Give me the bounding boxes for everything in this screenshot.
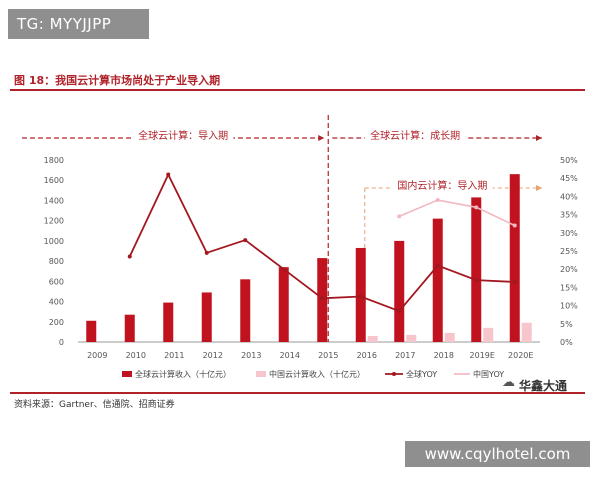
china-yoy-line-point [435, 198, 440, 203]
y-right-tick-label: 30% [560, 229, 578, 238]
global-yoy-line-point [512, 279, 517, 284]
legend-swatch-global-revenue [122, 371, 132, 377]
legend-label-global-yoy: 全球YOY [406, 369, 437, 379]
global-yoy-line-point [243, 238, 248, 243]
phase-label-global-intro-bg [132, 129, 234, 142]
china-revenue-bar [444, 332, 455, 342]
x-tick-label: 2017 [395, 351, 415, 360]
global-revenue-bar [240, 279, 251, 342]
y-left-tick-label: 600 [49, 277, 64, 286]
y-left-tick-label: 1800 [44, 156, 64, 165]
phase-label-global-intro: 全球云计算：导入期 [138, 129, 228, 142]
y-left-tick-label: 1200 [44, 217, 64, 226]
x-tick-label: 2011 [164, 351, 184, 360]
global-revenue-bar [432, 218, 443, 342]
global-yoy-line-point [474, 278, 479, 283]
phase-label-global-growth-bg [364, 129, 466, 142]
source-note: 资料来源：Gartner、信通院、招商证券 [14, 400, 175, 410]
x-tick-label: 2012 [203, 351, 223, 360]
china-yoy-line-point [397, 214, 402, 219]
global-revenue-bar [124, 314, 135, 342]
global-revenue-bar [471, 197, 482, 342]
y-right-tick-label: 35% [560, 211, 578, 220]
y-left-tick-label: 800 [49, 257, 64, 266]
x-tick-label: 2018 [434, 351, 454, 360]
china-yoy-line-point [474, 205, 479, 210]
site-watermark: www.cqylhotel.com [405, 441, 590, 467]
y-right-tick-label: 25% [560, 247, 578, 256]
phase-arrow-global-intro-head [318, 135, 325, 141]
global-revenue-bar [509, 174, 520, 342]
china-revenue-bar [521, 322, 532, 342]
x-tick-label: 2020E [508, 351, 533, 360]
x-tick-label: 2010 [126, 351, 146, 360]
x-tick-label: 2014 [280, 351, 300, 360]
legend-swatch-china-revenue [256, 371, 266, 377]
global-revenue-bar [394, 240, 405, 342]
phase-arrow-china-intro-head [536, 185, 542, 191]
y-left-tick-label: 400 [49, 298, 64, 307]
tg-handle-badge: TG: MYYJJPP [8, 9, 149, 39]
y-right-tick-label: 5% [560, 320, 573, 329]
global-yoy-line-point [127, 254, 132, 259]
x-tick-label: 2015 [318, 351, 338, 360]
wechat-icon: ☁ [502, 375, 515, 390]
y-left-tick-label: 1400 [44, 196, 64, 205]
global-yoy-line-point [358, 294, 363, 299]
china-yoy-line-point [512, 223, 517, 228]
global-yoy-line-point [435, 263, 440, 268]
title-rule [10, 89, 585, 91]
legend-swatch-global-yoy-point [392, 372, 396, 376]
china-revenue-bar [406, 334, 417, 342]
y-left-tick-label: 200 [49, 318, 64, 327]
global-yoy-line-point [320, 296, 325, 301]
y-left-tick-label: 1000 [44, 237, 64, 246]
y-right-tick-label: 10% [560, 302, 578, 311]
y-right-tick-label: 45% [560, 174, 578, 183]
global-yoy-line-point [166, 172, 171, 177]
global-revenue-bar [201, 292, 212, 342]
legend-label-china-revenue: 中国云计算收入（十亿元） [269, 369, 365, 379]
brand-label: 华鑫大通 [519, 379, 568, 393]
source-rule [10, 392, 585, 394]
y-right-tick-label: 40% [560, 192, 578, 201]
phase-label-china-intro-bg [392, 179, 493, 192]
figure-title: 图 18：我国云计算市场尚处于产业导入期 [14, 74, 221, 87]
global-revenue-bar [278, 267, 289, 342]
y-left-tick-label: 0 [59, 338, 64, 347]
y-right-tick-label: 20% [560, 265, 578, 274]
global-yoy-line-point [204, 250, 209, 255]
global-revenue-bar [86, 320, 97, 342]
y-right-tick-label: 15% [560, 283, 578, 292]
phase-label-china-intro: 国内云计算：导入期 [397, 179, 487, 192]
global-yoy-line-point [397, 309, 402, 314]
x-tick-label: 2016 [357, 351, 377, 360]
china-revenue-bar [367, 335, 378, 342]
x-tick-label: 2019E [470, 351, 495, 360]
china-revenue-bar [483, 327, 494, 342]
global-yoy-line-point [281, 267, 286, 272]
legend-label-china-yoy: 中国YOY [473, 369, 504, 379]
global-revenue-bar [163, 302, 174, 342]
phase-arrow-global-growth-head [536, 135, 542, 141]
y-right-tick-label: 0% [560, 338, 573, 347]
x-tick-label: 2013 [241, 351, 261, 360]
phase-label-global-growth: 全球云计算：成长期 [370, 129, 460, 142]
china-yoy-line [398, 199, 516, 227]
legend-label-global-revenue: 全球云计算收入（十亿元） [135, 369, 231, 379]
y-right-tick-label: 50% [560, 156, 578, 165]
y-left-tick-label: 1600 [44, 176, 64, 185]
x-tick-label: 2009 [87, 351, 107, 360]
